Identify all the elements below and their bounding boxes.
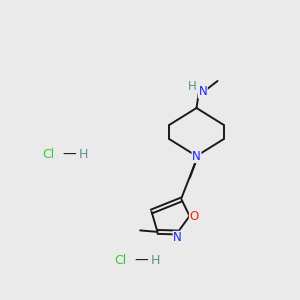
Text: —: — <box>135 254 148 268</box>
Text: —: — <box>63 148 76 161</box>
Text: H: H <box>151 254 160 268</box>
Text: Cl: Cl <box>114 254 126 268</box>
Text: H: H <box>188 80 197 94</box>
Text: N: N <box>198 85 207 98</box>
Text: N: N <box>192 149 201 163</box>
Text: Cl: Cl <box>42 148 54 161</box>
Text: O: O <box>190 209 199 223</box>
Text: N: N <box>173 231 182 244</box>
Text: H: H <box>79 148 88 161</box>
